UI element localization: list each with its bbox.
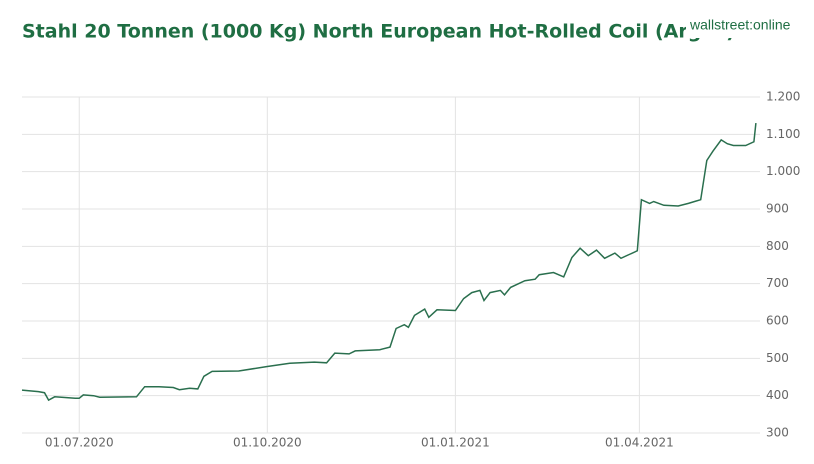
y-tick-label: 600	[766, 314, 789, 328]
y-tick-label: 400	[766, 388, 789, 402]
x-tick-label: 01.04.2021	[605, 436, 674, 450]
logo-background	[686, 14, 810, 38]
x-tick-label: 01.07.2020	[45, 436, 114, 450]
x-tick-label: 01.01.2021	[421, 436, 490, 450]
y-tick-label: 1.000	[766, 164, 800, 178]
y-tick-label: 900	[766, 202, 789, 216]
y-tick-label: 700	[766, 276, 789, 290]
y-tick-label: 1.100	[766, 127, 800, 141]
y-tick-label: 1.200	[766, 90, 800, 104]
y-tick-label: 800	[766, 239, 789, 253]
x-tick-label: 01.10.2020	[233, 436, 302, 450]
logo: wallstreet:online	[689, 17, 791, 33]
y-tick-label: 500	[766, 351, 789, 365]
line	[21, 123, 757, 402]
y-tick-label: 300	[766, 426, 789, 440]
chart-title: Stahl 20 Tonnen (1000 Kg) North European…	[22, 21, 735, 43]
